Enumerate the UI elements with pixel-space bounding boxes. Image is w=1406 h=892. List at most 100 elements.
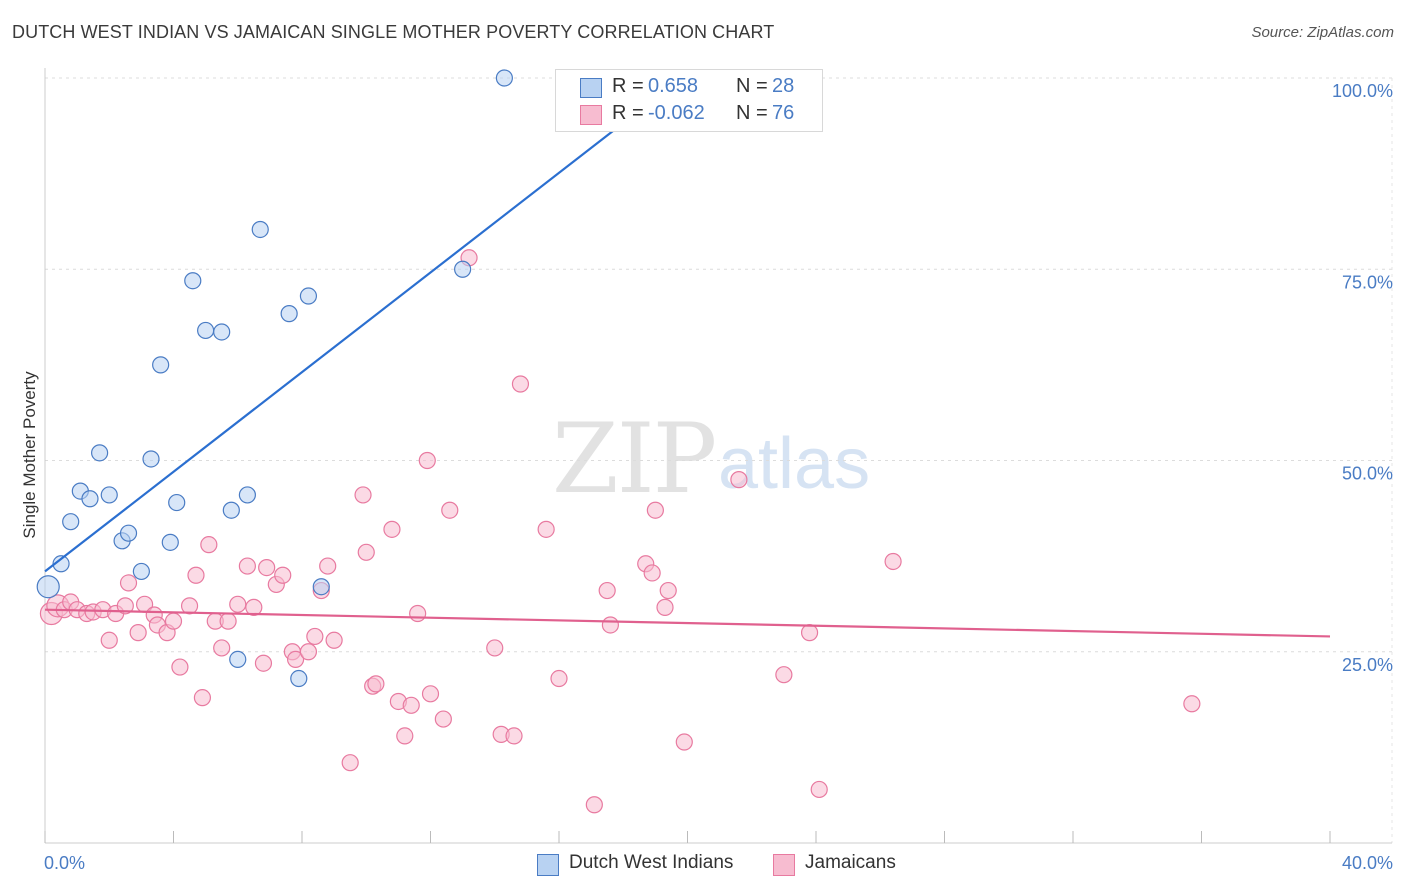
legend-r-value: 0.658 (648, 75, 699, 97)
data-point (800, 624, 819, 642)
legend-n-value: 28 (772, 75, 795, 97)
data-point (367, 675, 385, 693)
data-point (505, 727, 523, 745)
data-point (550, 669, 568, 688)
bottom-legend-swatch-pink (773, 854, 795, 876)
data-point (537, 520, 555, 538)
data-point (319, 557, 337, 575)
dutch-west-indians-points (36, 69, 584, 688)
watermark-zip: ZIP (552, 403, 715, 515)
data-point (299, 643, 318, 661)
data-point (312, 578, 330, 596)
data-point (775, 666, 793, 684)
data-point (441, 501, 459, 519)
y-tick-label: 75.0% (1342, 272, 1393, 292)
data-point (884, 552, 902, 571)
data-point (213, 323, 231, 341)
data-point (238, 486, 256, 504)
data-point (274, 566, 292, 584)
legend-n-label: N = (736, 102, 768, 124)
data-point (1183, 695, 1201, 713)
data-point (675, 733, 693, 751)
data-point (495, 69, 513, 87)
data-point (286, 650, 305, 669)
data-point (229, 595, 247, 613)
data-point (486, 639, 504, 657)
data-point (299, 287, 318, 305)
data-point (383, 520, 401, 538)
data-point (119, 574, 138, 592)
bottom-legend-label: Dutch West Indians (569, 852, 734, 873)
data-point (100, 631, 118, 649)
data-point (730, 471, 748, 489)
legend-r-label: R = (612, 102, 644, 124)
data-point (251, 220, 269, 239)
legend-n-value: 76 (772, 102, 795, 124)
data-point (245, 598, 263, 616)
data-point (184, 272, 202, 290)
y-tick-label: 25.0% (1342, 655, 1393, 675)
trend-line-jamaicans (44, 608, 1331, 638)
data-point (643, 564, 661, 582)
data-point (656, 598, 674, 616)
watermark-atlas: atlas (718, 424, 870, 504)
data-point (161, 533, 179, 551)
data-point (402, 696, 420, 714)
data-point (325, 631, 343, 649)
stats-legend: R = 0.658 N = 28 R = -0.062 N = 76 (555, 69, 823, 132)
data-point (116, 597, 134, 615)
bottom-legend-swatch-blue (537, 854, 559, 876)
data-point (219, 612, 237, 630)
legend-r-value: -0.062 (648, 102, 705, 124)
legend-swatch-blue (580, 78, 602, 98)
data-point (164, 612, 183, 630)
data-point (659, 581, 677, 600)
data-point (100, 486, 118, 504)
data-point (213, 639, 231, 657)
data-point (598, 581, 616, 600)
source-label: Source: ZipAtlas.com (1251, 24, 1394, 41)
data-point (306, 627, 324, 646)
data-point (409, 604, 427, 623)
data-point (171, 658, 189, 676)
data-point (421, 685, 440, 703)
chart-title: DUTCH WEST INDIAN VS JAMAICAN SINGLE MOT… (12, 22, 775, 42)
x-tick-label: 0.0% (44, 853, 85, 873)
data-point (91, 444, 109, 462)
data-point (197, 321, 215, 340)
trend-lines (44, 84, 1331, 638)
bottom-legend-label: Jamaicans (805, 852, 896, 873)
data-point (290, 669, 308, 688)
x-tick-labels: 0.0% 40.0% (44, 853, 1393, 873)
data-point (132, 562, 150, 581)
data-point (258, 558, 276, 577)
data-point (129, 624, 147, 642)
y-axis-label: Single Mother Poverty (20, 371, 39, 539)
data-point (396, 727, 414, 745)
data-point (168, 493, 186, 512)
jamaicans-points (39, 249, 1201, 814)
data-point (36, 575, 60, 599)
legend-swatch-pink (580, 105, 602, 125)
data-point (200, 536, 218, 554)
data-point (187, 566, 205, 584)
y-tick-label: 100.0% (1332, 81, 1393, 101)
data-point (454, 260, 472, 278)
y-tick-label: 50.0% (1342, 464, 1393, 484)
legend-n-label: N = (736, 75, 768, 97)
data-point (81, 490, 99, 508)
data-point (434, 710, 452, 728)
data-point (511, 375, 530, 393)
trend-line-dutch-west-indians (44, 84, 673, 573)
data-point (601, 616, 620, 634)
data-point (254, 654, 273, 672)
data-point (142, 450, 160, 468)
data-point (280, 305, 298, 323)
data-point (341, 754, 359, 772)
x-tick-label: 40.0% (1342, 853, 1393, 873)
data-point (62, 513, 80, 531)
data-point (646, 501, 664, 519)
data-point (238, 557, 256, 575)
data-point (52, 555, 70, 573)
